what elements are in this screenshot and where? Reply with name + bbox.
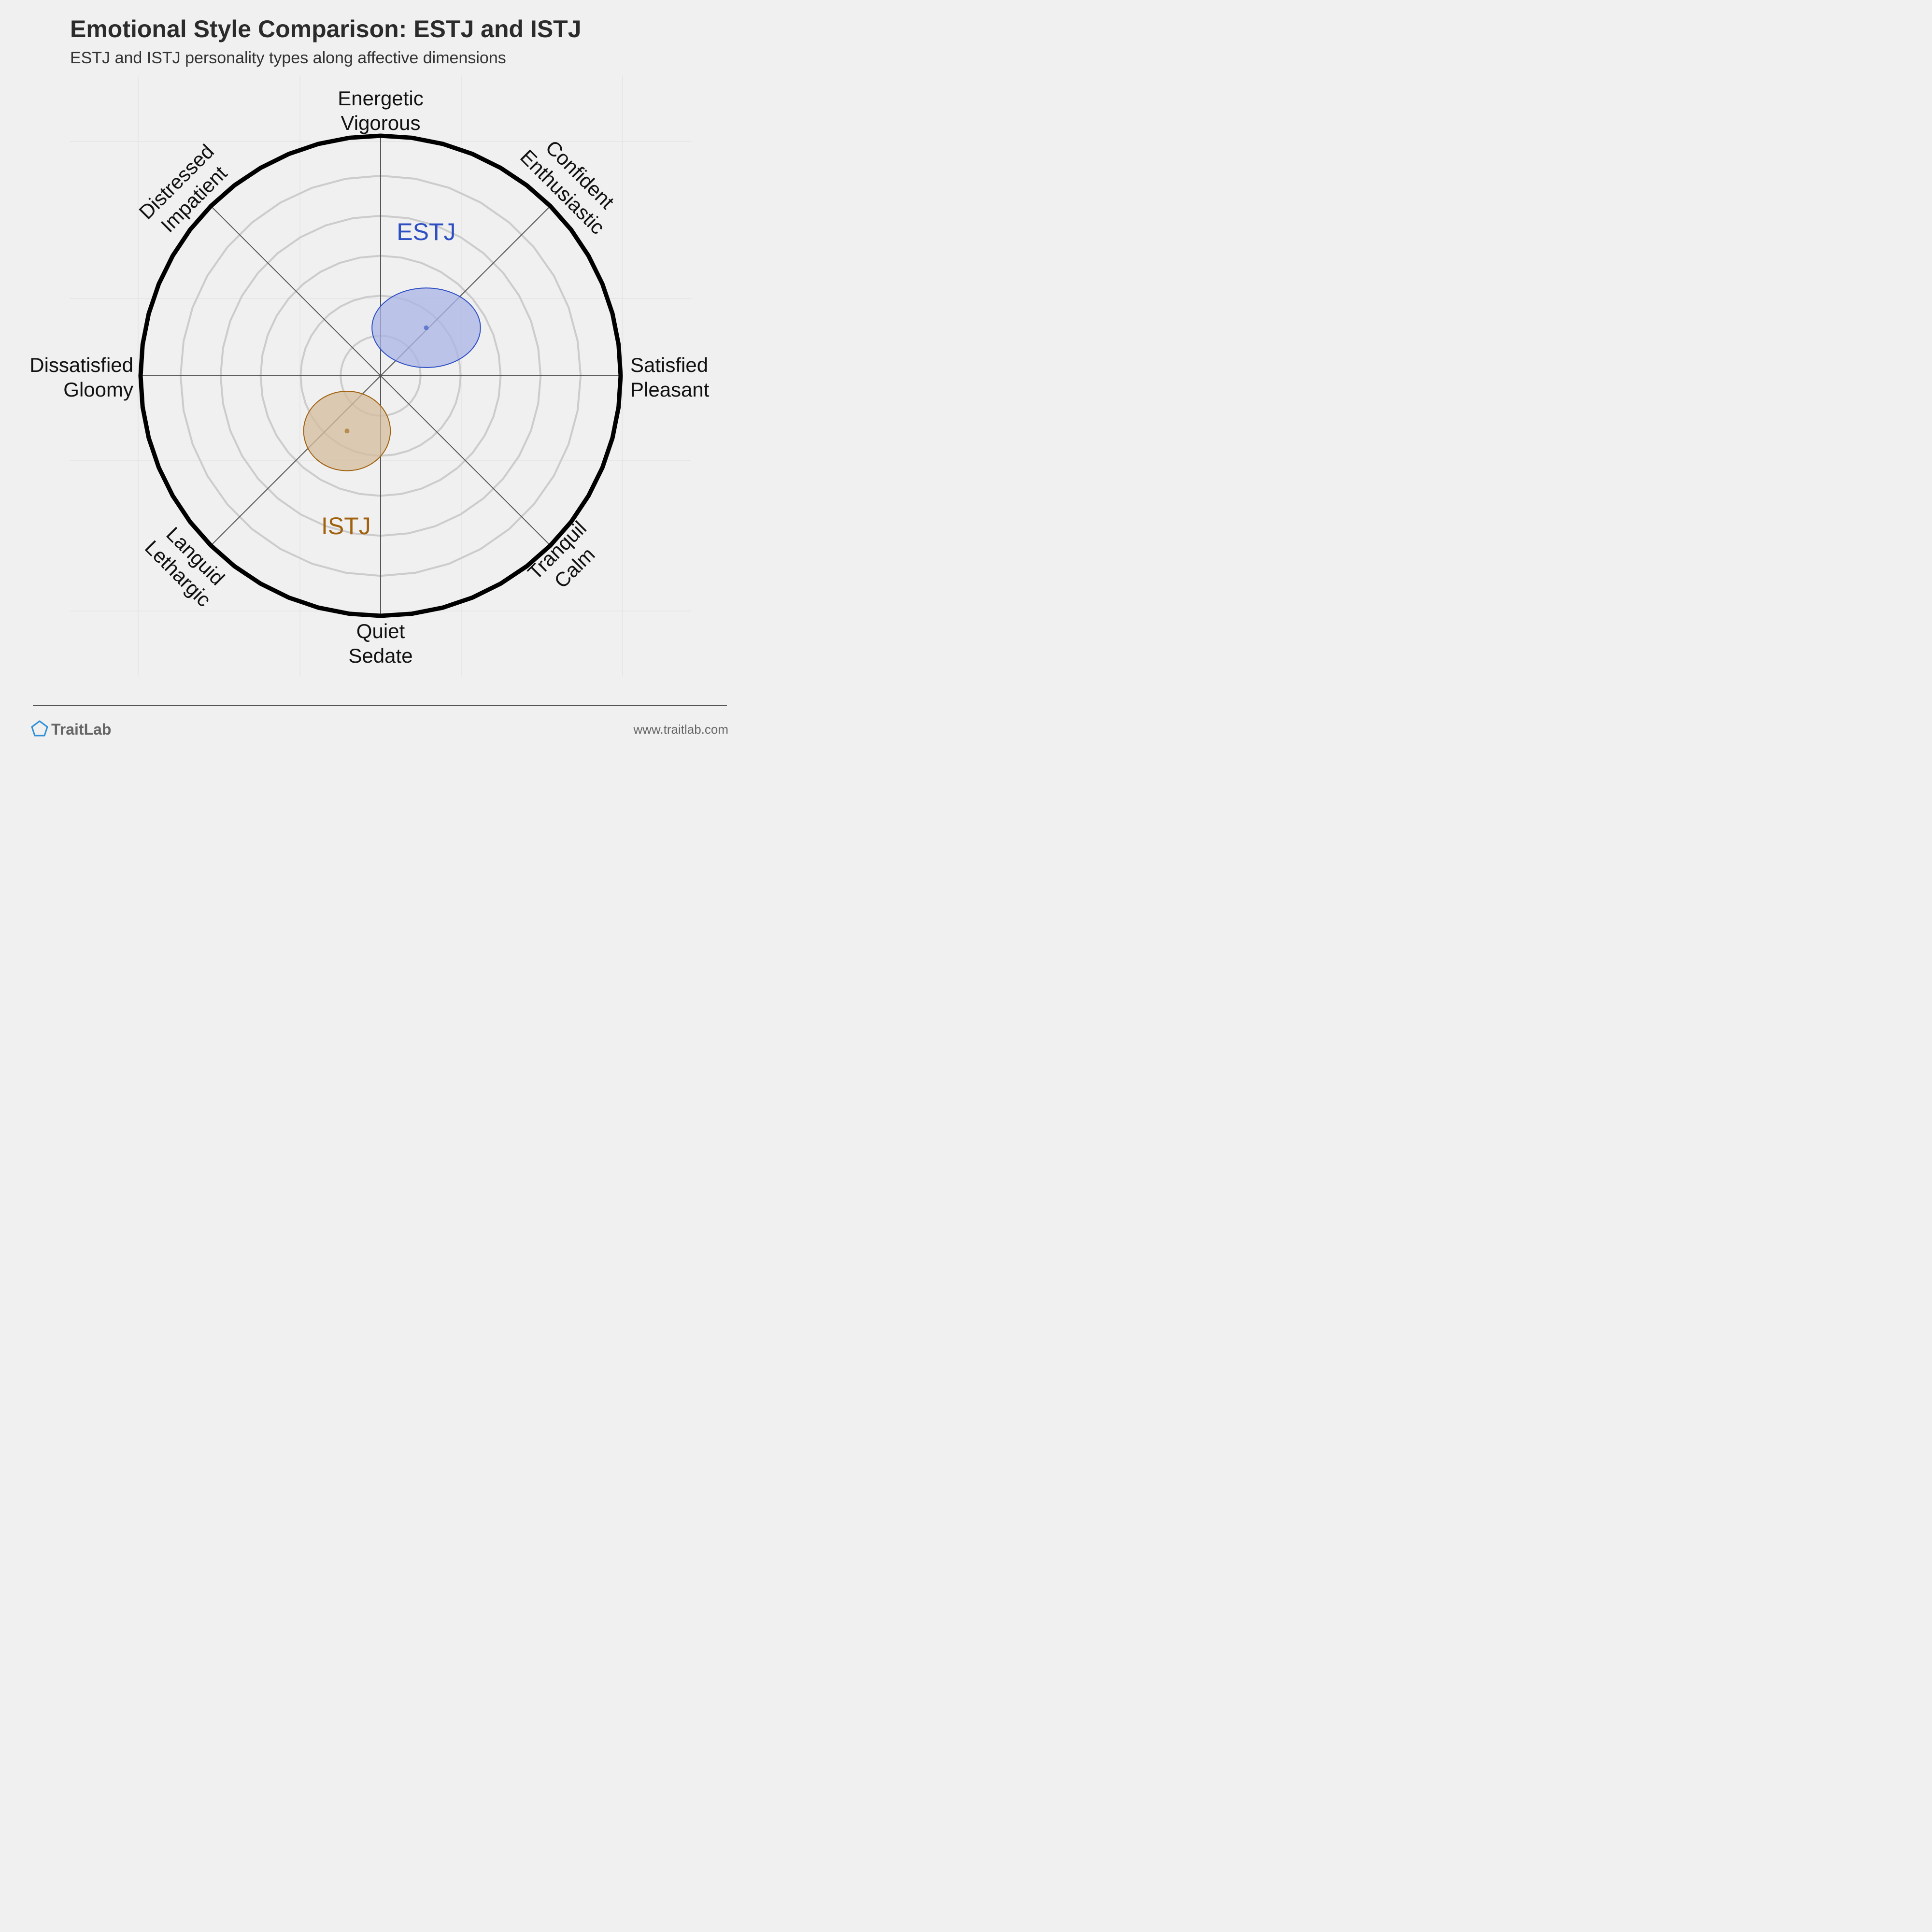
- series-label-estj: ESTJ: [397, 218, 455, 245]
- axis-label-left-2: Gloomy: [63, 378, 133, 401]
- chart-title: Emotional Style Comparison: ESTJ and IST…: [70, 15, 582, 43]
- axis-spokes: [141, 136, 621, 616]
- series-point-istj: [344, 428, 350, 434]
- brand-name: TraitLab: [51, 721, 111, 738]
- axis-label-top-2: Vigorous: [341, 112, 420, 134]
- axis-label-top-1: Energetic: [338, 87, 423, 110]
- pentagon-icon: [31, 720, 48, 737]
- emotional-style-chart: Emotional Style Comparison: ESTJ and IST…: [29, 15, 729, 738]
- series-label-istj: ISTJ: [321, 512, 371, 540]
- series-point-estj: [424, 325, 429, 330]
- axis-labels: Energetic Vigorous Quiet Sedate Satisfie…: [29, 87, 710, 667]
- axis-label-right-2: Pleasant: [630, 378, 710, 401]
- outer-boundary-ring: [138, 133, 623, 618]
- chart-subtitle: ESTJ and ISTJ personality types along af…: [70, 49, 506, 67]
- traitlab-logo[interactable]: TraitLab: [31, 720, 111, 738]
- axis-label-right-1: Satisfied: [630, 354, 708, 376]
- series-layer: ESTJ ISTJ: [303, 218, 481, 540]
- footer-url[interactable]: www.traitlab.com: [633, 722, 729, 737]
- spoke-diagonal-up: [210, 205, 551, 546]
- axis-label-left-1: Dissatisfied: [29, 354, 133, 376]
- axis-label-bottom-2: Sedate: [348, 644, 412, 667]
- axis-label-bottom-1: Quiet: [356, 620, 405, 642]
